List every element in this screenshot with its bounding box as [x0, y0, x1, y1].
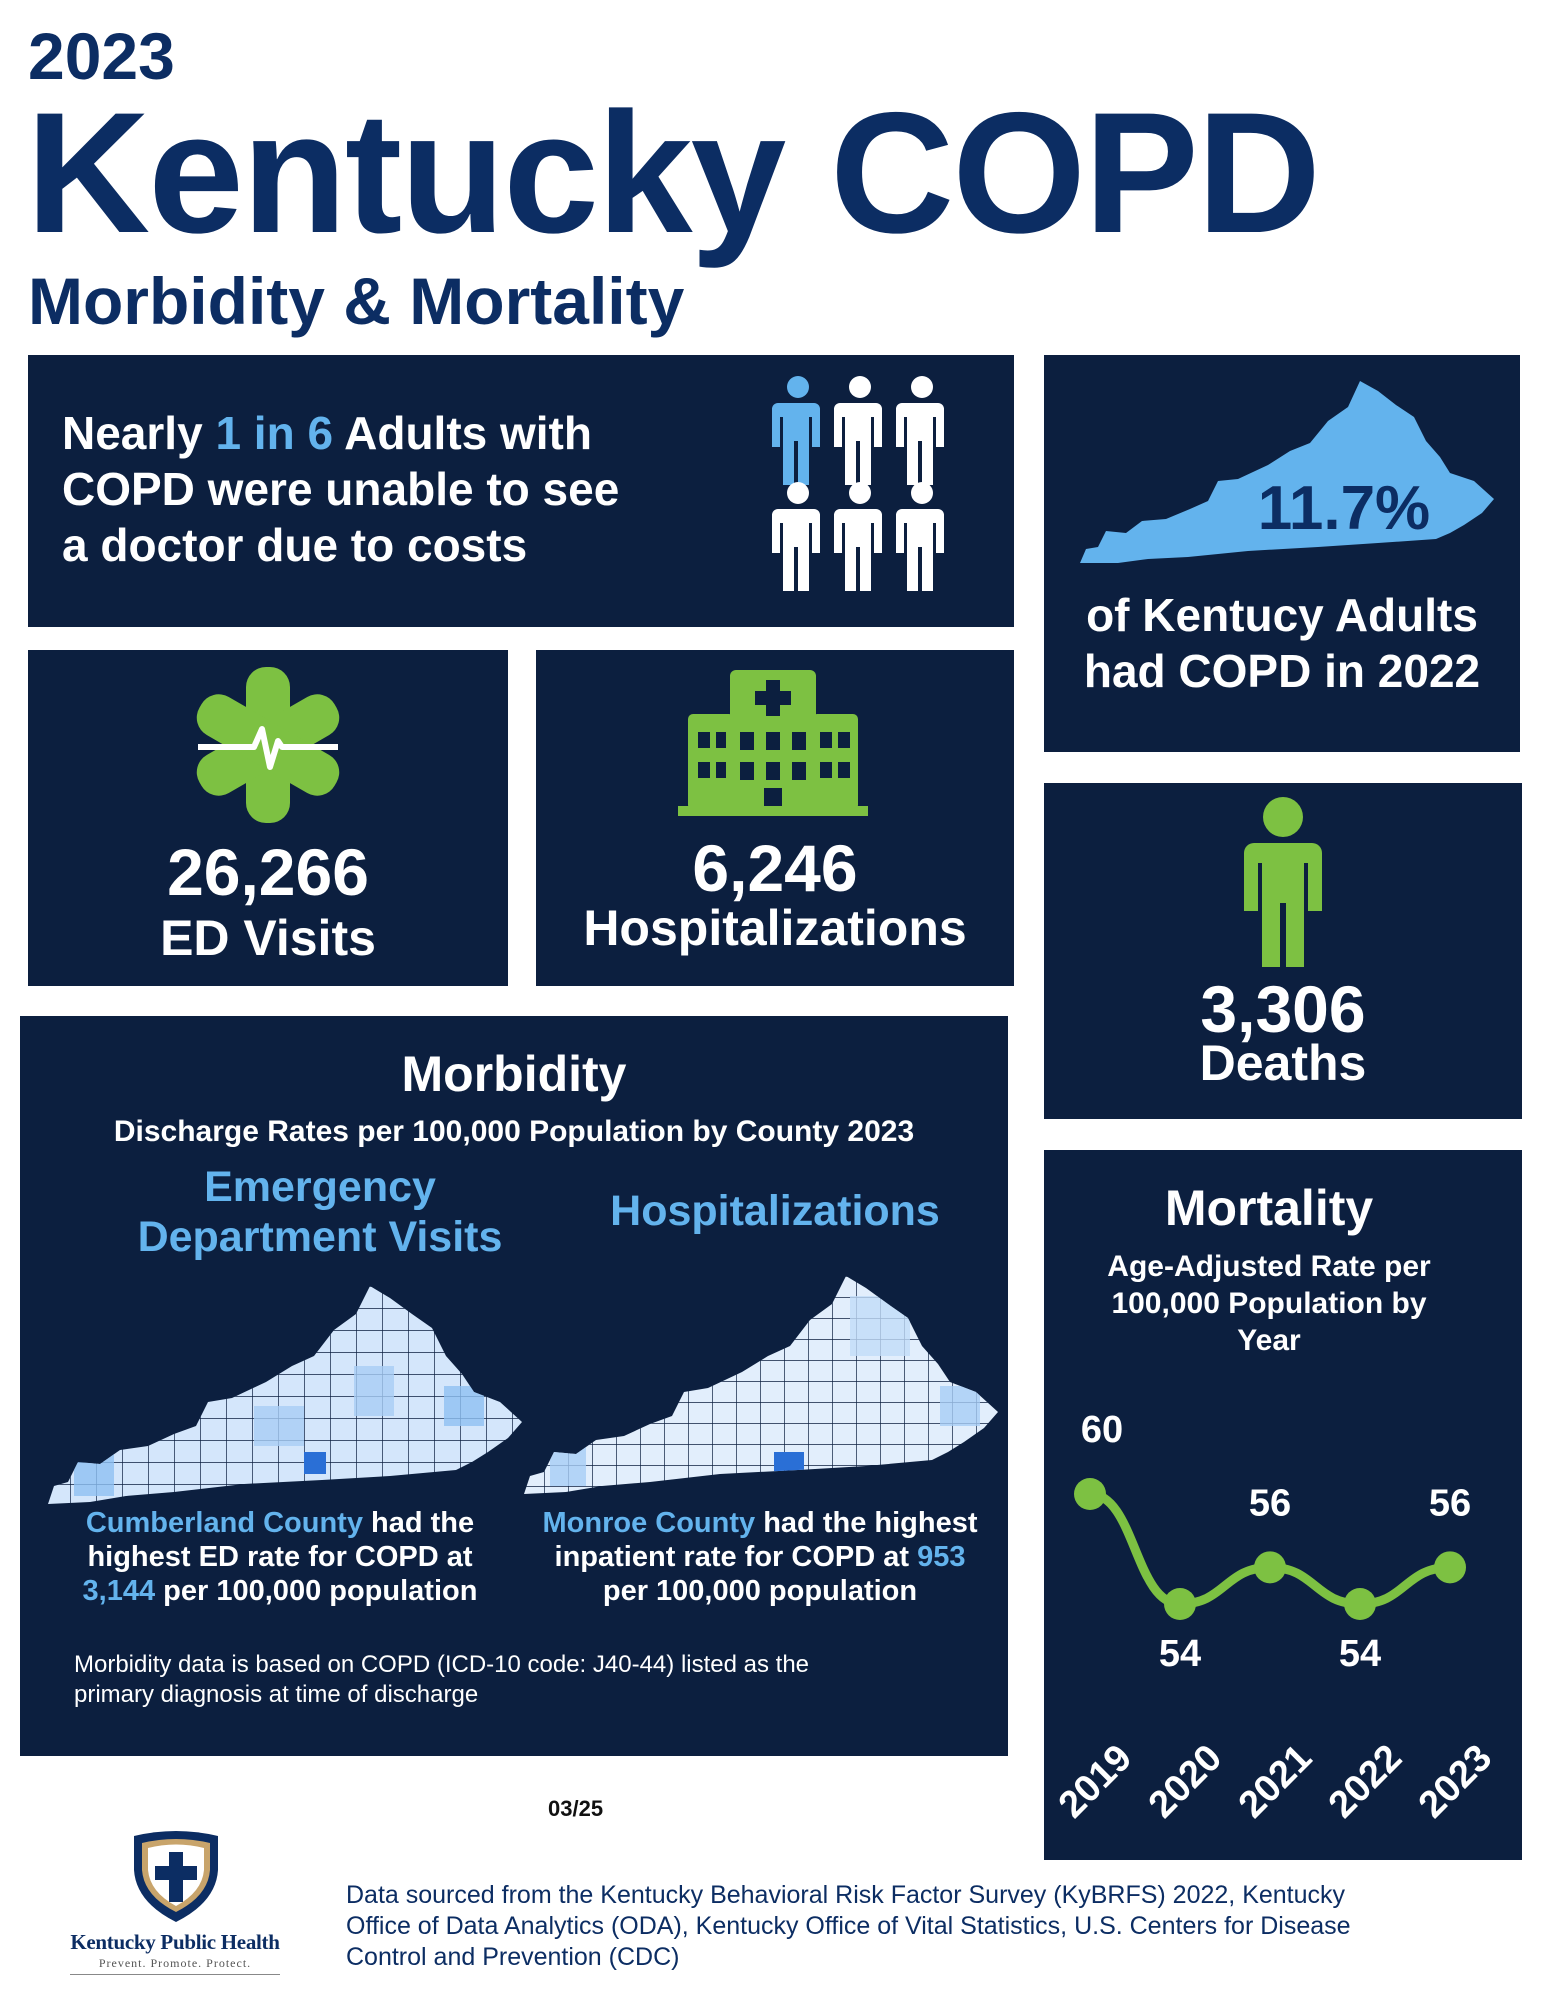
hosp-highest-county: Monroe County [542, 1507, 756, 1539]
mortality-x-label-2019: 2019 [1051, 1737, 1140, 1826]
hospitalizations-value: 6,246 [692, 831, 858, 905]
report-year: 2023 [28, 19, 175, 93]
mortality-x-label-2020: 2020 [1141, 1737, 1230, 1826]
prevalence-value: 11.7% [1257, 474, 1431, 543]
mortality-value-label-2019: 60 [1081, 1409, 1123, 1451]
morbidity-footnote: Morbidity data is based on COPD (ICD-10 … [74, 1651, 810, 1708]
hosp-highest-rate: 953 [917, 1541, 966, 1573]
ed-visits-panel: 26,266 ED Visits [28, 650, 508, 986]
hospitalizations-label: Hospitalizations [583, 900, 967, 956]
ed-visits-value: 26,266 [167, 835, 369, 909]
hospitalizations-panel: 6,246 Hospitalizations [536, 650, 1014, 986]
ed-map-title: Emergency Department Visits [137, 1163, 503, 1261]
deaths-panel: 3,306 Deaths [1044, 783, 1522, 1119]
mortality-point-2020 [1164, 1588, 1196, 1620]
mortality-title: Mortality [1164, 1180, 1374, 1236]
ed-highest-rate: 3,144 [82, 1575, 156, 1607]
ed-highest-county: Cumberland County [85, 1507, 363, 1539]
ed-county-map [48, 1286, 522, 1504]
publication-date: 03/25 [548, 1796, 604, 1821]
hospitalization-county-map [524, 1276, 998, 1494]
mortality-line-chart: 60 2019 54 2020 56 2021 54 2022 56 2023 [1051, 1409, 1500, 1826]
mortality-point-2021 [1254, 1551, 1286, 1584]
mortality-subtitle: Age-Adjusted Rate per 100,000 Population… [1107, 1250, 1431, 1357]
page-title: Kentucky COPD [26, 77, 1321, 269]
deaths-label: Deaths [1199, 1035, 1367, 1091]
prevalence-panel: 11.7% of Kentucy Adults had COPD in 2022 [1044, 355, 1520, 752]
logo-tagline: Prevent. Promote. Protect. [98, 1956, 252, 1970]
page-subtitle: Morbidity & Mortality [28, 264, 685, 338]
logo-underline [70, 1974, 280, 1975]
morbidity-subtitle: Discharge Rates per 100,000 Population b… [113, 1115, 915, 1148]
kentucky-public-health-logo: Kentucky Public Health Prevent. Promote.… [40, 1830, 310, 1980]
medical-star-icon [196, 667, 340, 823]
person-icon [1244, 797, 1322, 967]
hospital-icon [678, 670, 868, 816]
morbidity-panel: Morbidity Discharge Rates per 100,000 Po… [20, 1016, 1008, 1756]
shield-icon [134, 1831, 218, 1922]
mortality-value-label-2020: 54 [1159, 1633, 1201, 1675]
ed-visits-label: ED Visits [160, 910, 376, 966]
ratio-highlight: 1 in 6 [215, 407, 334, 459]
mortality-point-2019 [1074, 1478, 1106, 1510]
ed-highest-caption: Cumberland County had the highest ED rat… [82, 1507, 478, 1607]
data-source-note: Data sourced from the Kentucky Behaviora… [346, 1881, 1351, 1971]
people-group-icon [772, 376, 944, 591]
mortality-point-2023 [1434, 1551, 1466, 1584]
hosp-map-title: Hospitalizations [610, 1187, 940, 1235]
mortality-value-label-2022: 54 [1339, 1633, 1381, 1675]
mortality-x-label-2023: 2023 [1411, 1737, 1500, 1826]
logo-name: Kentucky Public Health [70, 1930, 280, 1954]
mortality-x-label-2022: 2022 [1321, 1737, 1410, 1826]
kentucky-state-icon [1080, 381, 1494, 563]
mortality-value-label-2021: 56 [1249, 1482, 1291, 1524]
mortality-value-label-2023: 56 [1429, 1482, 1471, 1524]
morbidity-title: Morbidity [401, 1046, 627, 1102]
hosp-highest-caption: Monroe County had the highest inpatient … [542, 1507, 978, 1607]
mortality-panel: Mortality Age-Adjusted Rate per 100,000 … [1044, 1150, 1522, 1860]
mortality-point-2022 [1344, 1588, 1376, 1620]
cost-barrier-text: Nearly 1 in 6 Adults with COPD were unab… [62, 407, 620, 571]
cost-barrier-panel: Nearly 1 in 6 Adults with COPD were unab… [28, 355, 1014, 627]
prevalence-label: of Kentucy Adults had COPD in 2022 [1083, 589, 1481, 697]
mortality-x-label-2021: 2021 [1231, 1737, 1320, 1826]
deaths-value: 3,306 [1200, 972, 1366, 1046]
